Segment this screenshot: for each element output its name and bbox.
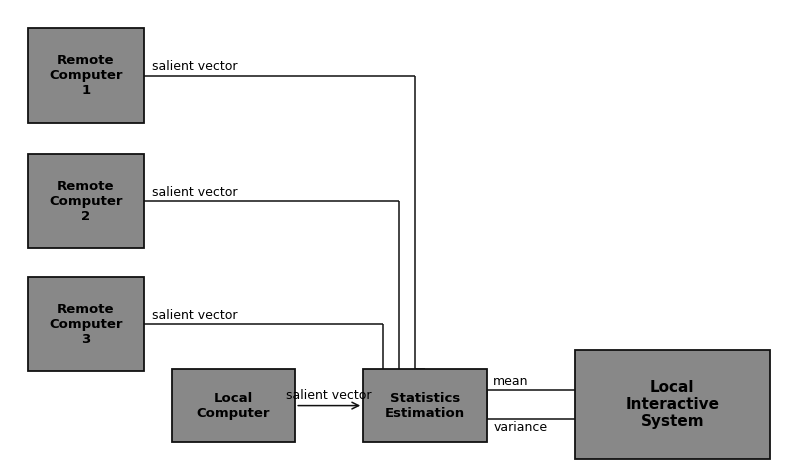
Text: salient vector: salient vector bbox=[286, 389, 372, 402]
Text: salient vector: salient vector bbox=[152, 186, 237, 199]
Text: variance: variance bbox=[493, 421, 547, 434]
FancyBboxPatch shape bbox=[575, 350, 770, 459]
FancyBboxPatch shape bbox=[28, 154, 144, 248]
Text: Remote
Computer
3: Remote Computer 3 bbox=[49, 303, 123, 345]
Text: Local
Interactive
System: Local Interactive System bbox=[626, 379, 719, 429]
FancyBboxPatch shape bbox=[28, 28, 144, 123]
Text: mean: mean bbox=[493, 375, 528, 388]
FancyBboxPatch shape bbox=[28, 277, 144, 371]
Text: salient vector: salient vector bbox=[152, 61, 237, 73]
FancyBboxPatch shape bbox=[172, 369, 295, 442]
Text: Remote
Computer
2: Remote Computer 2 bbox=[49, 180, 123, 222]
Text: salient vector: salient vector bbox=[152, 309, 237, 322]
Text: Remote
Computer
1: Remote Computer 1 bbox=[49, 54, 123, 97]
Text: Local
Computer: Local Computer bbox=[196, 392, 271, 420]
Text: Statistics
Estimation: Statistics Estimation bbox=[385, 392, 465, 420]
FancyBboxPatch shape bbox=[363, 369, 487, 442]
